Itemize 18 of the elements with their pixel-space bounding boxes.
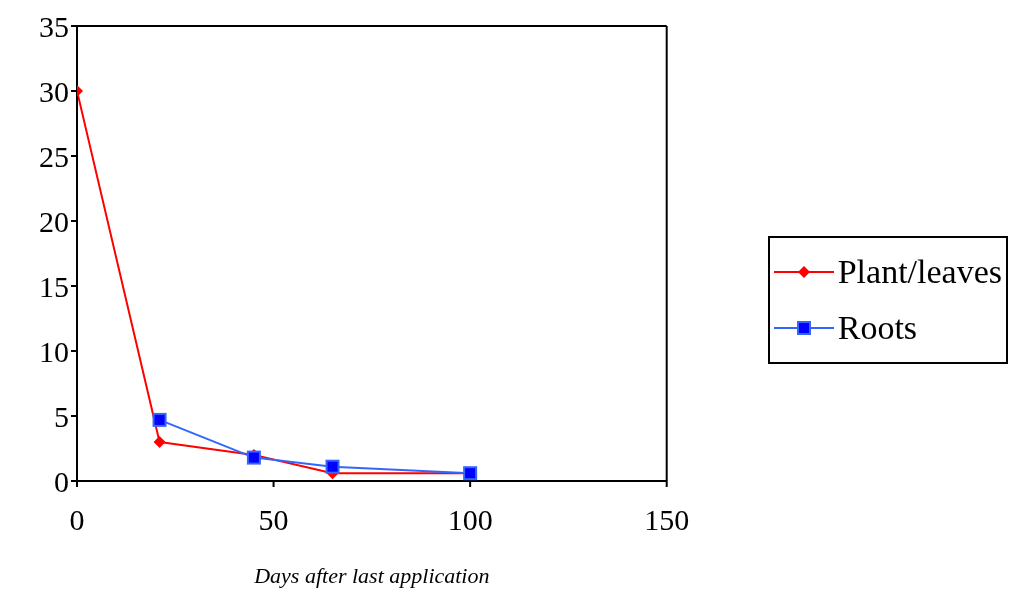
y-tick-label: 30 <box>39 74 69 108</box>
y-tick-label: 20 <box>39 204 69 238</box>
y-tick-label: 0 <box>54 464 69 498</box>
point <box>152 412 167 427</box>
x-tick-label: 100 <box>447 503 493 537</box>
y-tick-label: 35 <box>39 9 69 43</box>
x-tick-label: 150 <box>644 503 690 537</box>
y-tick-label: 15 <box>39 269 69 303</box>
point <box>246 450 261 465</box>
point <box>153 436 166 448</box>
y-tick-label: 25 <box>39 139 69 173</box>
y-tick-label: 5 <box>54 399 69 433</box>
legend-label: Plant/leaves <box>837 251 1002 292</box>
point <box>325 459 340 474</box>
y-tick-label: 10 <box>39 334 69 368</box>
legend-label: Roots <box>837 307 918 348</box>
x-tick-label: 50 <box>258 503 289 537</box>
x-axis-title: Days after last application <box>253 563 490 588</box>
